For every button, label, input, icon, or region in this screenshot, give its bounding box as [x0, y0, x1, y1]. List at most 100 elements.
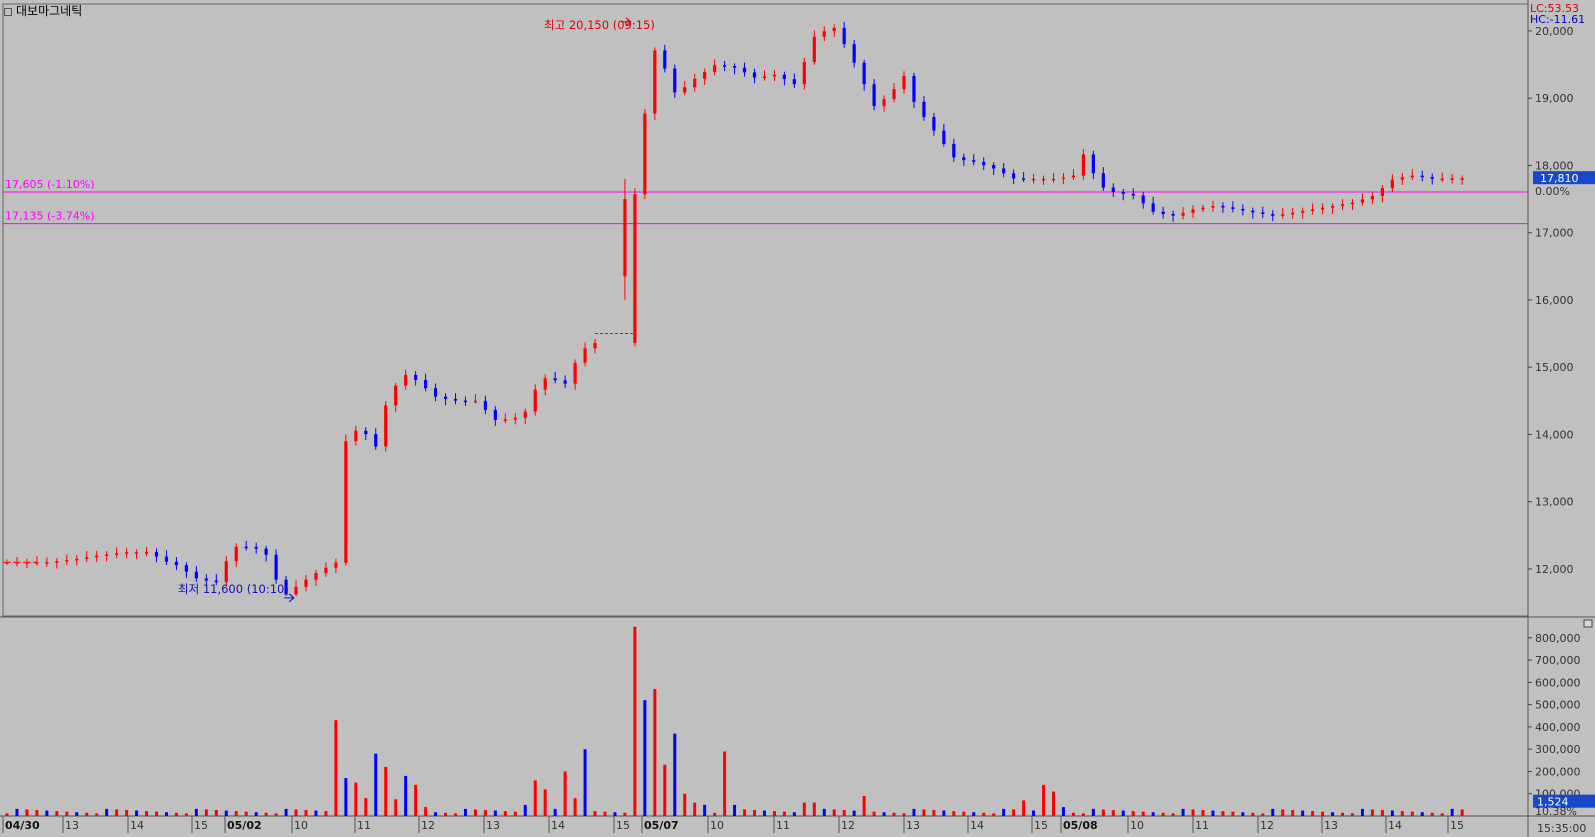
volume-bar	[792, 812, 796, 816]
volume-bar	[982, 812, 986, 816]
volume-bar	[1400, 811, 1404, 816]
price-tick-label: 17,000	[1535, 227, 1574, 240]
volume-bar	[543, 789, 547, 816]
volume-bar	[693, 802, 697, 816]
volume-bar	[1370, 809, 1374, 816]
volume-bar	[1241, 812, 1245, 816]
current-volume-pct: 10.38%	[1535, 805, 1577, 818]
candle-body	[992, 165, 996, 169]
volume-bar	[1460, 809, 1464, 816]
candle-body	[264, 548, 268, 555]
candle-body	[1141, 195, 1145, 204]
candle-body	[1181, 212, 1185, 216]
volume-bar	[125, 809, 129, 816]
volume-bar	[404, 775, 408, 816]
volume-bar	[822, 808, 826, 816]
candle-body	[673, 68, 677, 93]
candle-body	[742, 67, 747, 73]
time-tick-label: 04/30	[5, 819, 40, 832]
volume-bar	[673, 733, 677, 816]
candle-body	[473, 400, 478, 403]
volume-bar	[1052, 791, 1055, 816]
volume-bar	[1450, 808, 1454, 816]
candle-body	[832, 27, 836, 32]
candle-body	[154, 552, 159, 557]
volume-bar	[663, 764, 667, 816]
candle-body	[1081, 154, 1085, 176]
candle-body	[493, 409, 497, 420]
volume-bar	[633, 626, 637, 816]
candle-body	[693, 78, 697, 88]
volume-bar	[1071, 812, 1075, 816]
candle-body	[862, 62, 866, 85]
volume-bar	[55, 811, 59, 816]
window-icon[interactable]	[4, 7, 12, 16]
candle-body	[1321, 207, 1325, 210]
time-tick-label: 05/07	[644, 819, 679, 832]
candle-body	[1171, 213, 1175, 216]
volume-bar	[1420, 812, 1424, 816]
volume-bar	[1360, 808, 1364, 816]
candle-body	[762, 76, 767, 78]
candle-body	[653, 50, 657, 114]
volume-bar	[1091, 808, 1095, 816]
candle-body	[15, 562, 19, 564]
volume-tick-label: 400,000	[1535, 721, 1581, 734]
volume-bar	[224, 810, 228, 816]
candle-body	[115, 553, 119, 555]
candle-body	[1380, 188, 1384, 197]
time-tick-label: 10	[294, 819, 308, 832]
volume-bar	[1012, 809, 1016, 816]
candle-body	[513, 417, 517, 420]
volume-bar	[174, 812, 178, 816]
volume-bar	[444, 812, 448, 816]
candle-body	[374, 434, 378, 447]
volume-bar	[992, 813, 996, 816]
volume-bar	[1161, 812, 1165, 816]
candle-body	[573, 362, 577, 384]
volume-bar	[1201, 809, 1205, 816]
candle-body	[1051, 178, 1056, 181]
candle-body	[1370, 196, 1375, 200]
high-arrow	[620, 17, 632, 27]
candle-body	[284, 579, 288, 595]
candle-body	[1121, 191, 1125, 194]
price-tick-label: 15,000	[1535, 361, 1574, 374]
volume-bar	[65, 811, 69, 816]
volume-tick-label: 700,000	[1535, 654, 1581, 667]
time-tick-label: 12	[421, 819, 435, 832]
volume-bar	[553, 808, 557, 816]
volume-bar	[1301, 810, 1305, 816]
candle-body	[1131, 193, 1135, 196]
candle-body	[194, 571, 198, 579]
volume-bar	[244, 811, 248, 816]
price-tick-label: 20,000	[1535, 25, 1574, 38]
volume-tick-label: 600,000	[1535, 676, 1581, 689]
volume-bar	[753, 809, 756, 816]
price-panel-border	[2, 3, 1529, 617]
candle-body	[1031, 178, 1036, 181]
volume-bar	[583, 749, 587, 816]
volume-bar	[603, 811, 607, 816]
volume-bar	[503, 811, 507, 816]
volume-bar	[254, 812, 258, 816]
time-tick-label: 15	[1034, 819, 1048, 832]
candle-body	[932, 116, 936, 131]
price-tick-label: 12,000	[1535, 563, 1574, 576]
candle-body	[483, 400, 487, 410]
volume-bar	[1061, 807, 1065, 816]
candle-body	[433, 388, 438, 397]
volume-bar	[1311, 811, 1315, 816]
candle-body	[5, 562, 9, 564]
candles	[3, 17, 1464, 603]
candle-body	[125, 552, 129, 554]
candle-body	[752, 72, 757, 78]
candle-body	[952, 143, 956, 158]
candle-body	[892, 89, 896, 100]
panel-close-icon	[1583, 619, 1593, 628]
candle-body	[254, 546, 258, 549]
candle-body	[184, 565, 188, 572]
volume-bar	[1231, 811, 1235, 816]
